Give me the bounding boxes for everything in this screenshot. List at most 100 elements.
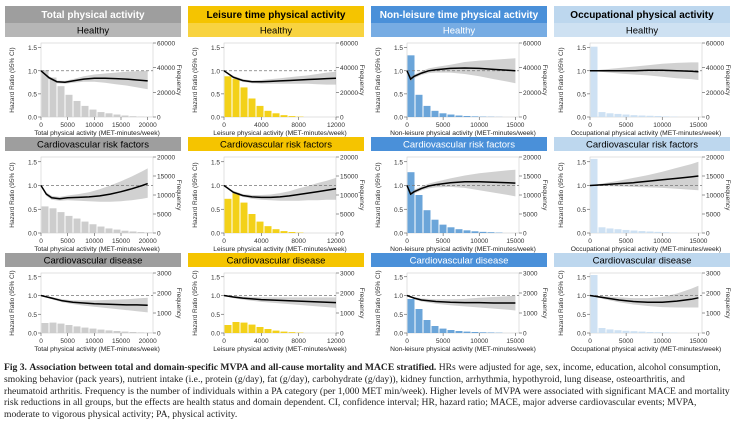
- hr-tick-label: 0.0: [577, 331, 586, 338]
- hazard-ratio-curve: [223, 184, 337, 199]
- x-tick-label: 20000: [139, 122, 157, 129]
- frequency-bar: [606, 113, 614, 117]
- row-header-band: [5, 253, 181, 267]
- frequency-bar: [598, 227, 606, 233]
- column-header-title: Non-leisure time physical activity: [380, 10, 539, 21]
- y-axis-label: Hazard Ratio (95% CI): [375, 47, 382, 112]
- caption-title: Association between total and domain-spe…: [29, 362, 437, 373]
- hr-tick-label: 1.0: [28, 293, 37, 300]
- frequency-bar: [232, 78, 240, 117]
- row-header-label: Cardiovascular disease: [44, 256, 143, 267]
- frequency-bar: [439, 113, 447, 117]
- frequency-tick-label: 20000: [523, 90, 541, 97]
- frequency-bar: [240, 87, 248, 117]
- frequency-tick-label: 3000: [157, 271, 172, 278]
- frequency-tick-label: 20000: [157, 155, 175, 162]
- y2-axis-label: Frequency: [541, 180, 548, 211]
- x-tick-label: 10000: [653, 238, 671, 245]
- frequency-bar: [423, 105, 431, 117]
- frequency-bar: [646, 231, 654, 233]
- frequency-bar: [49, 77, 57, 117]
- frequency-bar: [97, 112, 105, 117]
- row-header-label: Cardiovascular disease: [410, 256, 509, 267]
- frequency-bar: [431, 110, 439, 117]
- frequency-bar: [49, 208, 57, 233]
- frequency-bar: [479, 231, 487, 233]
- x-tick-label: 0: [39, 238, 43, 245]
- x-axis-label: Non-leisure physical activity (MET-minut…: [390, 246, 536, 253]
- plot-area: [406, 42, 520, 118]
- row-header-label: Cardiovascular risk factors: [403, 140, 515, 151]
- frequency-bar: [240, 202, 248, 233]
- x-tick-label: 0: [405, 338, 409, 345]
- x-tick-label: 5000: [436, 122, 451, 129]
- frequency-bar: [137, 232, 145, 233]
- frequency-tick-label: 15000: [157, 174, 175, 181]
- frequency-bar: [439, 224, 447, 233]
- frequency-bar: [638, 231, 646, 233]
- frequency-tick-label: 0: [157, 231, 161, 238]
- column-header-title: Occupational physical activity: [570, 10, 714, 21]
- hr-tick-label: 1.5: [394, 159, 403, 166]
- hr-tick-label: 1.0: [577, 293, 586, 300]
- x-tick-label: 0: [405, 122, 409, 129]
- hr-tick-label: 1.5: [28, 45, 37, 52]
- y-axis-label: Hazard Ratio (95% CI): [375, 162, 382, 227]
- frequency-bar: [606, 329, 614, 333]
- x-tick-label: 10000: [85, 238, 103, 245]
- frequency-bar: [121, 115, 129, 117]
- frequency-bar: [654, 116, 662, 117]
- frequency-bar: [232, 193, 240, 233]
- y2-axis-label: Frequency: [541, 65, 548, 96]
- frequency-bar: [590, 46, 598, 118]
- frequency-bar: [256, 221, 264, 233]
- frequency-bar: [89, 224, 97, 233]
- x-axis-label: Non-leisure physical activity (MET-minut…: [390, 346, 536, 353]
- column-header-title: Leisure time physical activity: [207, 10, 346, 21]
- frequency-bar: [407, 299, 415, 333]
- frequency-bar: [455, 229, 463, 233]
- frequency-bar: [105, 330, 113, 333]
- hr-tick-label: 1.0: [28, 68, 37, 75]
- x-axis-label: Total physical activity (MET-minutes/wee…: [34, 346, 160, 353]
- frequency-tick-label: 2000: [706, 291, 721, 298]
- y2-axis-label: Frequency: [724, 65, 731, 96]
- frequency-bar: [646, 332, 654, 333]
- hr-tick-label: 0.0: [211, 231, 220, 238]
- frequency-bar: [622, 330, 630, 333]
- y2-axis-label: Frequency: [175, 288, 182, 319]
- frequency-tick-label: 0: [523, 231, 527, 238]
- hr-tick-label: 1.0: [394, 68, 403, 75]
- frequency-bar: [113, 114, 121, 117]
- row-header-band: [188, 137, 364, 151]
- frequency-tick-label: 0: [523, 331, 527, 338]
- hazard-ratio-curve: [406, 67, 516, 81]
- frequency-bar: [614, 330, 622, 333]
- x-tick-label: 20000: [139, 338, 157, 345]
- hr-tick-label: 0.5: [28, 91, 37, 98]
- row-header-label: Healthy: [260, 26, 292, 37]
- row-header-label: Healthy: [77, 26, 109, 37]
- frequency-bar: [487, 232, 495, 233]
- frequency-bar: [65, 94, 73, 117]
- y-axis-label: Hazard Ratio (95% CI): [558, 162, 565, 227]
- x-axis-label: Total physical activity (MET-minutes/wee…: [34, 246, 160, 253]
- x-tick-label: 10000: [653, 122, 671, 129]
- frequency-tick-label: 3000: [523, 271, 538, 278]
- x-tick-label: 0: [222, 238, 226, 245]
- frequency-tick-label: 0: [706, 115, 710, 122]
- x-axis-label: Total physical activity (MET-minutes/wee…: [34, 130, 160, 137]
- frequency-tick-label: 15000: [340, 174, 358, 181]
- frequency-tick-label: 20000: [523, 155, 541, 162]
- x-tick-label: 15000: [112, 238, 130, 245]
- frequency-bar: [264, 329, 272, 333]
- frequency-bar: [57, 323, 65, 333]
- frequency-bar: [57, 212, 65, 233]
- hr-tick-label: 1.5: [577, 45, 586, 52]
- frequency-bar: [288, 116, 296, 117]
- frequency-bar: [598, 112, 606, 117]
- row-header-label: Healthy: [626, 26, 658, 37]
- hr-tick-label: 1.0: [211, 293, 220, 300]
- frequency-tick-label: 40000: [523, 65, 541, 72]
- x-axis-label: Leisure physical activity (MET-minutes/w…: [213, 346, 346, 353]
